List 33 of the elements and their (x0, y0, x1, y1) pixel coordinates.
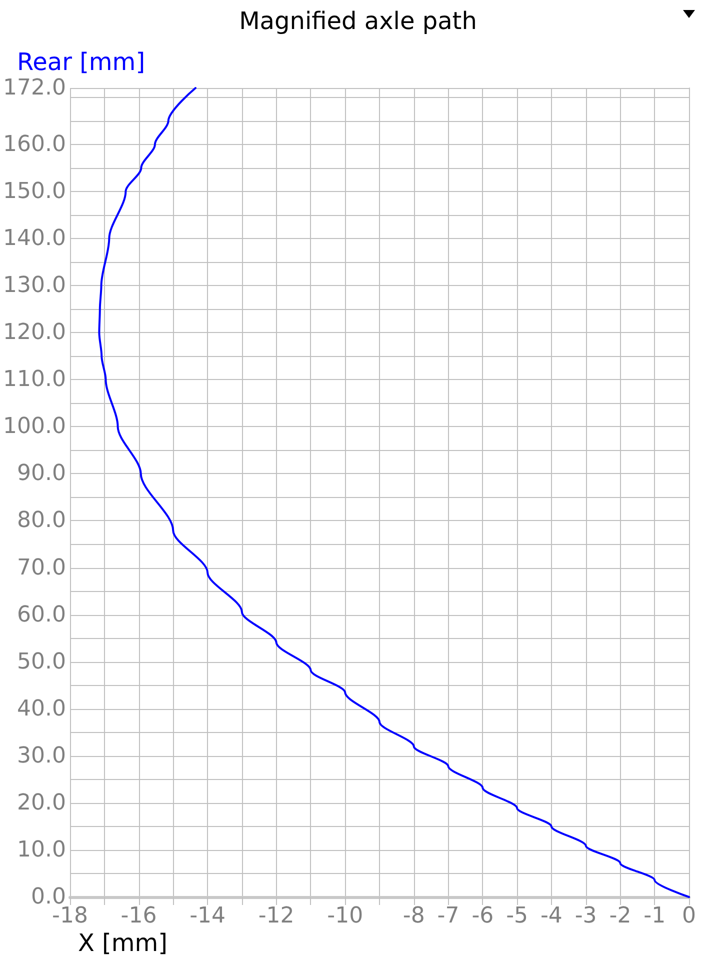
y-tick-label: 130.0 (2, 273, 66, 298)
x-tick-label: -3 (574, 904, 597, 928)
y-tick-label: 50.0 (16, 649, 66, 674)
x-tick-label: -7 (437, 904, 460, 928)
y-tick-label: 160.0 (2, 132, 66, 157)
y-tick-label: 20.0 (16, 790, 66, 816)
y-tick-label: 150.0 (2, 178, 66, 204)
x-tick-label: -4 (540, 904, 562, 928)
x-tick-label: -6 (472, 904, 494, 928)
y-tick-label: 172.0 (2, 76, 66, 100)
chart-title: Magnified axle path (239, 7, 477, 35)
x-tick-label: -16 (120, 904, 157, 928)
x-tick-label: -5 (506, 904, 528, 928)
x-tick-label: -2 (609, 904, 632, 928)
y-tick-label: 110.0 (2, 367, 66, 392)
x-tick-label: -1 (644, 904, 666, 928)
y-tick-label: 140.0 (2, 226, 66, 252)
y-tick-label: 80.0 (16, 508, 66, 534)
y-tick-label: 30.0 (16, 743, 66, 768)
y-tick-label: 40.0 (16, 696, 66, 722)
x-tick-label: -12 (258, 904, 294, 928)
x-tick-label: -14 (190, 904, 226, 928)
y-axis-title: Rear [mm] (17, 48, 146, 76)
x-tick-label: 0 (682, 904, 696, 928)
y-tick-label: 120.0 (2, 320, 66, 346)
y-tick-label: 70.0 (16, 555, 66, 580)
x-tick-label: -8 (402, 904, 425, 928)
x-axis-title: X [mm] (78, 929, 168, 957)
y-tick-label: 90.0 (16, 461, 66, 486)
x-tick-label: -10 (327, 904, 364, 928)
y-tick-label: 10.0 (16, 837, 66, 862)
y-tick-label: 60.0 (16, 602, 66, 628)
y-tick-label: 100.0 (2, 414, 66, 440)
